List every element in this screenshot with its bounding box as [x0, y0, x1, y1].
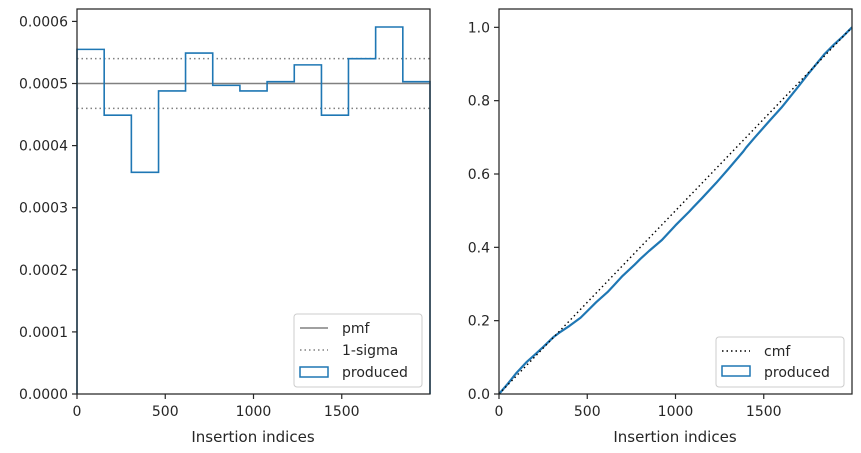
left-y-tick-label: 0.0003 [19, 201, 68, 217]
right-x-axis-label: Insertion indices [613, 428, 736, 446]
legend-pmf-label: pmf [342, 321, 371, 337]
left-histogram-step [76, 26, 431, 394]
left-y-tick-label: 0.0001 [19, 325, 68, 341]
left-y-tick-label: 0.0006 [19, 14, 68, 30]
left-legend-box [293, 313, 423, 388]
left-x-tick-label: 0 [73, 404, 82, 420]
right-x-tick-label: 1500 [746, 404, 782, 420]
right-y-tick-label: 0.0 [468, 387, 490, 403]
legend-1-sigma-label: 1-sigma [342, 343, 398, 359]
left-y-tick-label: 0.0005 [19, 77, 68, 93]
right-cumulative-lines [498, 26, 853, 395]
right-x-tick-label: 500 [574, 404, 601, 420]
left-legend: pmf 1-sigma produced [293, 313, 423, 388]
left-y-tick-label: 0.0002 [19, 263, 68, 279]
left-y-ticks: 0.0000 0.0001 0.0002 0.0003 0.0004 0.0005 0.00… [19, 14, 77, 403]
left-y-tick-label: 0.0000 [19, 387, 68, 403]
right-y-tick-label: 0.8 [468, 94, 490, 110]
right-y-tick-label: 0.6 [468, 167, 490, 183]
produced-histogram-step [76, 26, 431, 394]
cmf-line [498, 26, 853, 395]
left-x-axis-label: Insertion indices [191, 428, 314, 446]
right-x-tick-label: 1000 [658, 404, 694, 420]
right-y-tick-label: 0.4 [468, 240, 490, 256]
left-x-tick-label: 500 [152, 404, 179, 420]
legend-produced-label-right: produced [764, 365, 830, 381]
right-legend-box [715, 336, 845, 388]
left-reference-lines [77, 57, 430, 110]
right-y-ticks: 0.0 0.2 0.4 0.6 0.8 1.0 [468, 20, 499, 403]
right-y-tick-label: 1.0 [468, 20, 490, 36]
left-x-ticks: 0 500 1000 1500 [73, 394, 360, 420]
left-x-tick-label: 1500 [324, 404, 360, 420]
right-y-tick-label: 0.2 [468, 314, 490, 330]
legend-produced-label: produced [342, 365, 408, 381]
produced-cumulative-line [498, 26, 853, 395]
left-panel-pmf-histogram: 0 500 1000 1500 0.00000.00010.00020.00030.0… [19, 8, 431, 446]
left-y-tick-label: 0.0004 [19, 139, 68, 155]
right-x-tick-label: 0 [495, 404, 504, 420]
legend-produced-swatch [299, 366, 329, 378]
legend-cmf-label: cmf [764, 344, 791, 360]
right-legend: cmf produced [715, 336, 845, 388]
left-x-tick-label: 1000 [236, 404, 272, 420]
right-panel-cmf: 0 500 1000 1500 0.0 0.2 0.4 0.6 0.8 1.0 Insertio… [468, 8, 853, 446]
right-x-ticks: 0 500 1000 1500 [495, 394, 782, 420]
legend-produced-swatch-right [721, 365, 751, 377]
